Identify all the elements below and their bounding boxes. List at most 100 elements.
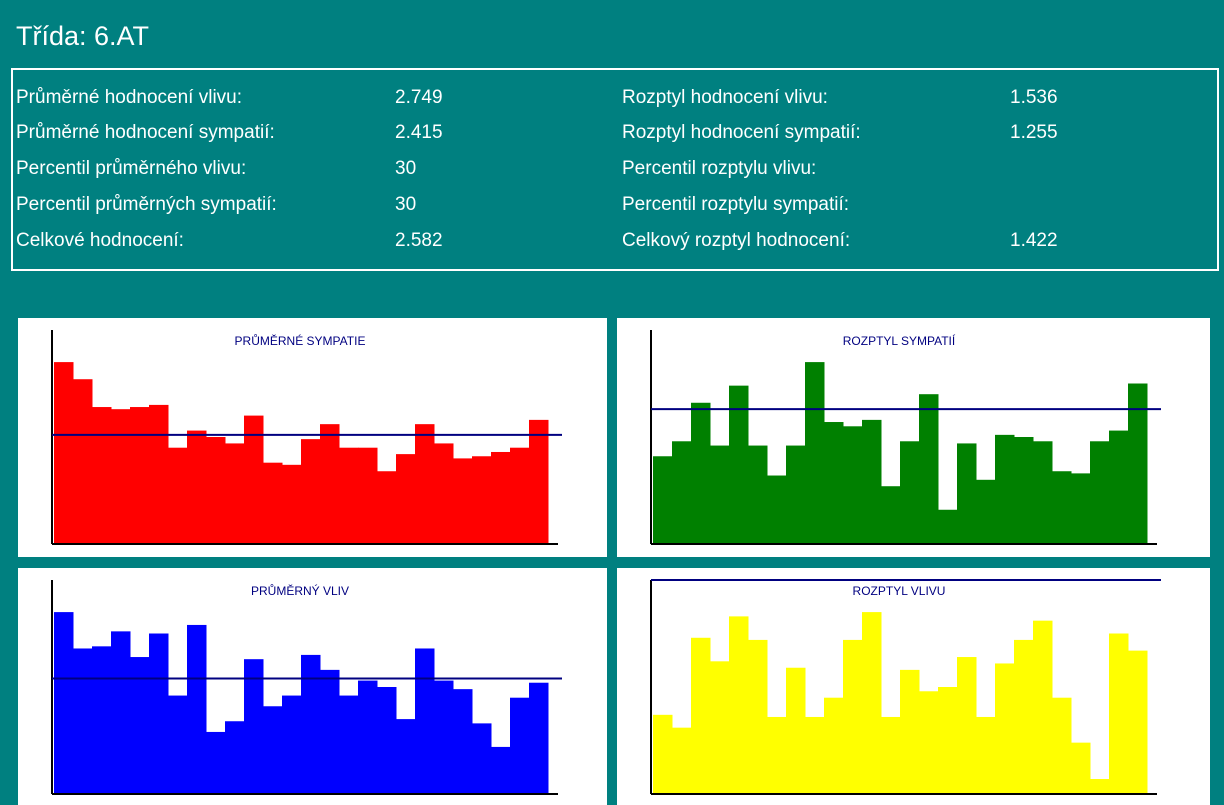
- bar: [54, 362, 74, 544]
- bar: [881, 486, 901, 544]
- bar: [434, 680, 454, 794]
- bar: [1109, 430, 1129, 544]
- bar: [434, 443, 454, 544]
- bar: [301, 439, 321, 544]
- bar: [149, 404, 169, 544]
- bar: [187, 430, 207, 544]
- bar: [111, 631, 131, 794]
- bar: [472, 456, 492, 544]
- stat-label: Celkové hodnocení:: [16, 230, 184, 251]
- bar: [938, 687, 958, 794]
- bar: [995, 663, 1015, 794]
- bar: [510, 697, 530, 794]
- stat-value: 2.415: [395, 122, 443, 143]
- chart-title: PRŮMĚRNÝ VLIV: [251, 583, 349, 598]
- bar: [263, 706, 283, 794]
- bar: [415, 424, 435, 544]
- bar: [1052, 697, 1072, 794]
- stats-box: [11, 68, 1219, 271]
- bar: [358, 447, 378, 544]
- bar: [1033, 620, 1053, 794]
- bar: [149, 633, 169, 794]
- bar: [672, 727, 692, 794]
- bar: [824, 697, 844, 794]
- bar: [1090, 779, 1110, 794]
- bar: [491, 746, 511, 794]
- bar: [358, 680, 378, 794]
- stat-value: 30: [395, 194, 416, 215]
- bar: [843, 426, 863, 544]
- stat-label: Rozptyl hodnocení vlivu:: [622, 87, 828, 108]
- bar: [843, 639, 863, 794]
- bar: [73, 379, 93, 544]
- bar: [92, 407, 112, 544]
- bar: [529, 682, 549, 794]
- bar: [672, 441, 692, 544]
- bar: [301, 654, 321, 794]
- bar: [491, 451, 511, 544]
- bar: [1071, 473, 1091, 544]
- bar: [786, 667, 806, 794]
- stat-value: 1.536: [1010, 87, 1058, 108]
- bar: [339, 695, 359, 794]
- bar: [710, 661, 730, 794]
- bar: [1090, 441, 1110, 544]
- bar: [938, 509, 958, 544]
- bar: [881, 716, 901, 794]
- bar: [710, 445, 730, 544]
- bar: [396, 719, 416, 794]
- bar: [786, 445, 806, 544]
- bar: [453, 458, 473, 544]
- bar: [92, 646, 112, 794]
- bar: [529, 419, 549, 544]
- bar: [453, 689, 473, 794]
- stat-label: Percentil rozptylu sympatií:: [622, 194, 849, 215]
- bar: [729, 385, 749, 544]
- bar: [377, 687, 397, 794]
- stat-value: 30: [395, 158, 416, 179]
- bar: [900, 669, 920, 794]
- bar: [130, 657, 150, 794]
- bar: [282, 464, 302, 544]
- bar: [168, 447, 188, 544]
- stat-label: Rozptyl hodnocení sympatií:: [622, 122, 861, 143]
- bar: [510, 447, 530, 544]
- bar: [919, 394, 939, 544]
- bar: [339, 447, 359, 544]
- stat-label: Celkový rozptyl hodnocení:: [622, 230, 850, 251]
- bar: [976, 716, 996, 794]
- bar: [263, 462, 283, 544]
- bar: [729, 616, 749, 794]
- bar: [824, 422, 844, 544]
- bar: [472, 723, 492, 794]
- stat-label: Percentil průměrných sympatií:: [16, 194, 277, 215]
- bar: [225, 443, 245, 544]
- chart-title: PRŮMĚRNÉ SYMPATIE: [235, 333, 366, 348]
- bar: [767, 716, 787, 794]
- bar: [653, 456, 673, 544]
- stat-label: Percentil průměrného vlivu:: [16, 158, 246, 179]
- bar: [805, 362, 825, 544]
- chart-title: ROZPTYL SYMPATIÍ: [843, 333, 956, 348]
- bar: [862, 612, 882, 794]
- stat-value: 1.422: [1010, 230, 1058, 251]
- bar: [282, 695, 302, 794]
- bar: [691, 402, 711, 544]
- stat-value: 1.255: [1010, 122, 1058, 143]
- bar: [415, 648, 435, 794]
- bar: [206, 437, 226, 544]
- bar: [1071, 742, 1091, 794]
- bar: [805, 716, 825, 794]
- bar: [1128, 650, 1148, 794]
- bar: [767, 475, 787, 544]
- bar: [691, 637, 711, 794]
- bar: [995, 434, 1015, 544]
- bar: [1014, 437, 1034, 544]
- bar: [168, 695, 188, 794]
- bar: [748, 639, 768, 794]
- bar: [1014, 639, 1034, 794]
- stat-label: Průměrné hodnocení vlivu:: [16, 87, 242, 108]
- bar: [748, 445, 768, 544]
